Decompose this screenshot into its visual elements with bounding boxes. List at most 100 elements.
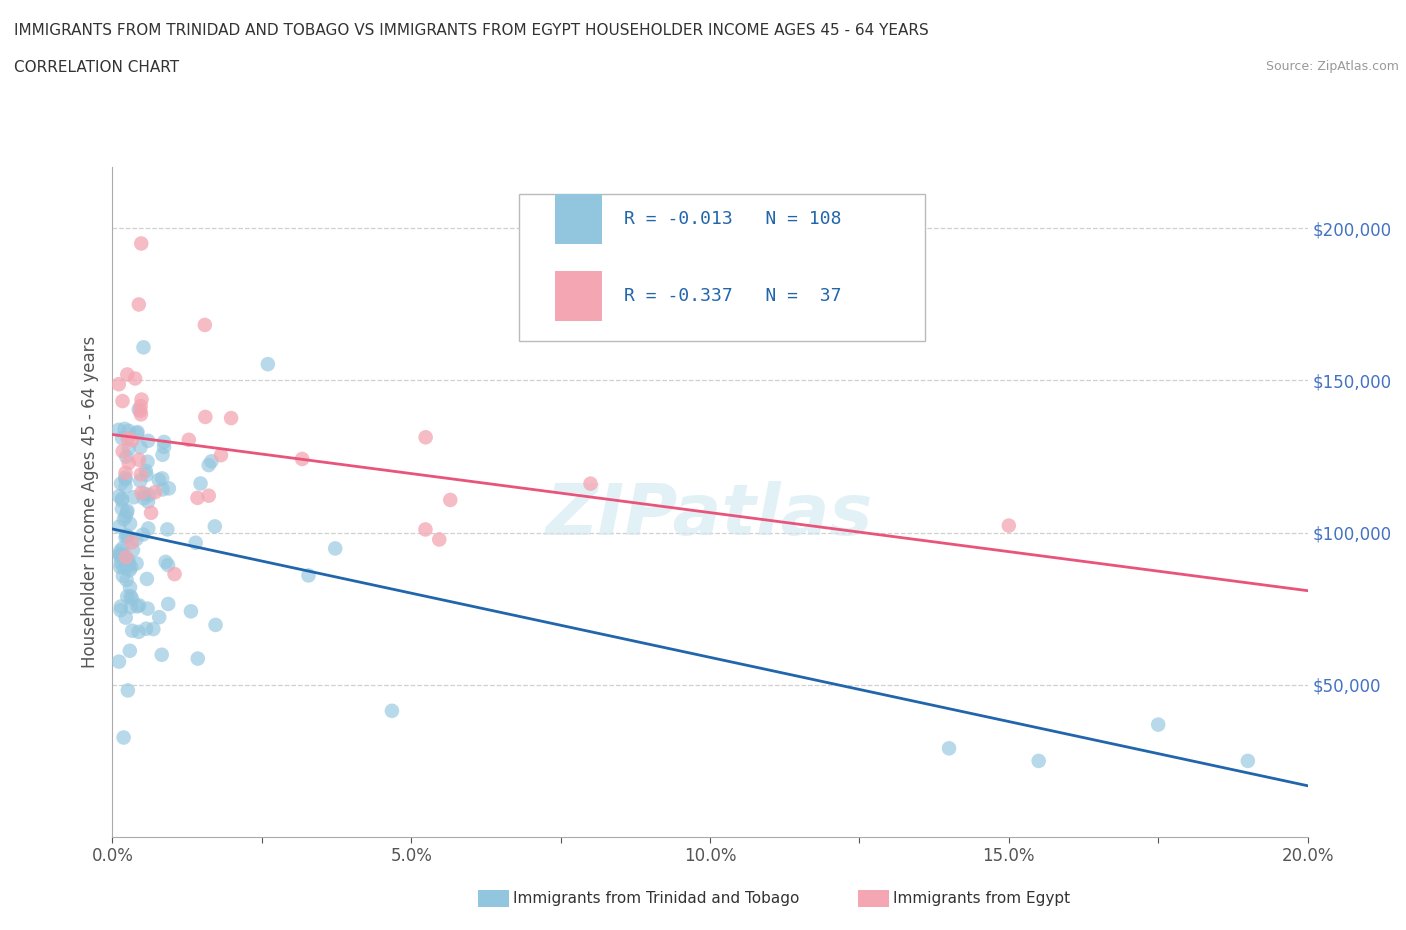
- Point: [110, 543, 132, 558]
- Point: [125, 532, 148, 547]
- Point: [297, 568, 319, 583]
- Point: [135, 463, 157, 478]
- Point: [114, 470, 136, 485]
- Point: [114, 479, 136, 494]
- Point: [111, 393, 134, 408]
- Point: [120, 560, 142, 575]
- Point: [938, 741, 960, 756]
- Point: [579, 476, 602, 491]
- Point: [110, 599, 132, 614]
- Point: [118, 456, 141, 471]
- Point: [110, 476, 132, 491]
- Point: [131, 392, 153, 407]
- Point: [204, 618, 226, 632]
- Point: [155, 554, 177, 569]
- Point: [200, 454, 222, 469]
- Point: [117, 556, 139, 571]
- Point: [134, 486, 156, 501]
- Point: [121, 591, 143, 606]
- Point: [111, 491, 134, 506]
- Point: [157, 596, 180, 611]
- Point: [150, 647, 173, 662]
- FancyBboxPatch shape: [554, 194, 602, 245]
- Point: [219, 411, 242, 426]
- Point: [128, 452, 150, 467]
- Point: [121, 433, 143, 448]
- Point: [129, 473, 152, 488]
- Point: [111, 568, 134, 583]
- Point: [156, 522, 179, 537]
- Text: Immigrants from Trinidad and Tobago: Immigrants from Trinidad and Tobago: [513, 891, 800, 906]
- Point: [136, 454, 159, 469]
- Point: [114, 551, 136, 565]
- Point: [197, 458, 219, 472]
- Point: [107, 422, 129, 437]
- Point: [209, 447, 232, 462]
- Point: [121, 623, 143, 638]
- Point: [136, 521, 159, 536]
- Point: [115, 528, 138, 543]
- Point: [135, 572, 157, 587]
- Point: [114, 509, 136, 524]
- Point: [1147, 717, 1170, 732]
- Point: [136, 433, 159, 448]
- Y-axis label: Householder Income Ages 45 - 64 years: Householder Income Ages 45 - 64 years: [80, 336, 98, 669]
- Point: [114, 559, 136, 574]
- Point: [118, 563, 141, 578]
- Point: [110, 555, 132, 570]
- Point: [118, 557, 141, 572]
- Point: [143, 485, 166, 499]
- Point: [132, 339, 155, 354]
- Point: [129, 467, 152, 482]
- Point: [128, 598, 150, 613]
- Text: CORRELATION CHART: CORRELATION CHART: [14, 60, 179, 75]
- Text: R = -0.337   N =  37: R = -0.337 N = 37: [624, 287, 841, 305]
- Point: [110, 547, 132, 562]
- Point: [108, 489, 131, 504]
- Point: [111, 501, 134, 516]
- Point: [381, 703, 404, 718]
- Point: [184, 536, 207, 551]
- Point: [118, 644, 141, 658]
- Point: [439, 493, 461, 508]
- Point: [136, 601, 159, 616]
- Point: [122, 543, 145, 558]
- Point: [115, 550, 138, 565]
- Point: [257, 357, 280, 372]
- Point: [108, 654, 131, 669]
- Point: [111, 444, 134, 458]
- Point: [128, 624, 150, 639]
- Point: [117, 529, 139, 544]
- Point: [111, 540, 134, 555]
- Point: [118, 423, 141, 438]
- Point: [117, 503, 139, 518]
- Point: [197, 488, 219, 503]
- Point: [112, 512, 135, 526]
- Point: [323, 541, 346, 556]
- Point: [108, 547, 131, 562]
- Point: [121, 535, 143, 550]
- Point: [108, 519, 131, 534]
- Point: [115, 449, 138, 464]
- Point: [129, 404, 152, 418]
- Point: [120, 600, 142, 615]
- Point: [117, 683, 139, 698]
- Point: [136, 494, 159, 509]
- Point: [135, 468, 157, 483]
- Point: [180, 604, 202, 618]
- Point: [115, 589, 138, 604]
- Text: Immigrants from Egypt: Immigrants from Egypt: [893, 891, 1070, 906]
- Point: [118, 516, 141, 531]
- Point: [190, 476, 212, 491]
- Point: [112, 560, 135, 575]
- Point: [194, 317, 217, 332]
- Point: [177, 432, 200, 447]
- Point: [129, 399, 152, 414]
- Point: [186, 490, 208, 505]
- Point: [129, 440, 152, 455]
- Point: [112, 730, 135, 745]
- Point: [194, 409, 217, 424]
- Point: [152, 447, 174, 462]
- Point: [128, 402, 150, 417]
- Point: [127, 599, 149, 614]
